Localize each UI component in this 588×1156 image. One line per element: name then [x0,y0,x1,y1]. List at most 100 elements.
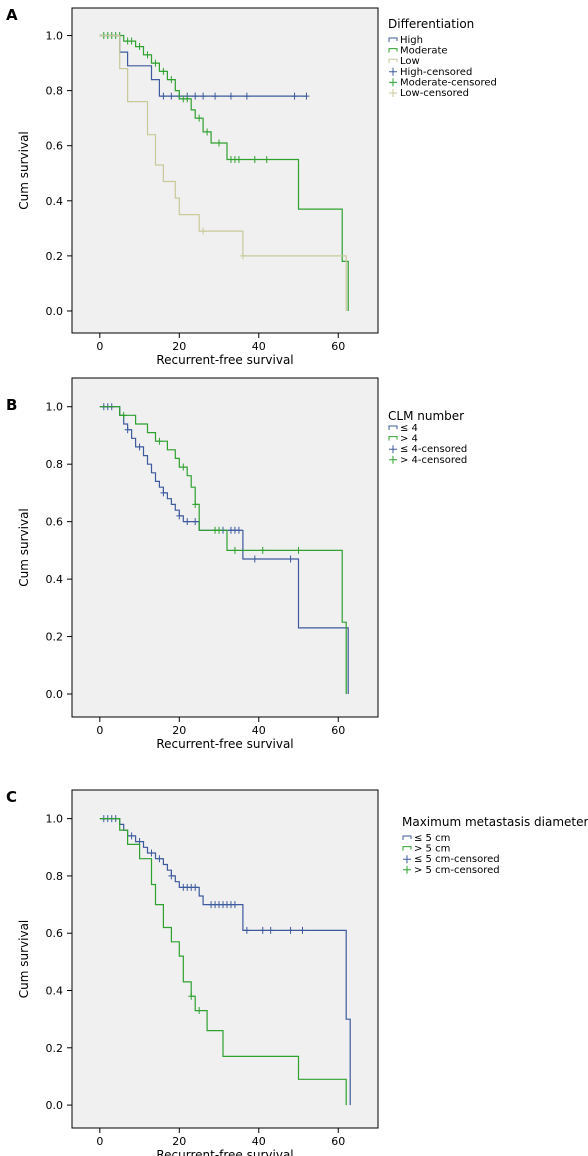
y-tick-label: 0.6 [46,140,64,153]
panel-label: C [6,788,17,806]
x-axis-title: Recurrent-free survival [156,737,293,751]
censor-mark [136,43,143,51]
censor-mark [231,546,238,554]
censor-mark [243,92,250,100]
series-line-1 [99,818,347,1106]
legend-censor-icon [389,78,397,87]
plot-area [71,377,379,718]
censor-mark [295,546,302,554]
legend-line-icon [388,48,398,53]
y-tick-label: 0.0 [46,688,64,701]
censor-mark [227,92,234,100]
x-tick-label: 0 [96,1135,103,1148]
x-tick-label: 0 [96,724,103,737]
censor-mark [180,463,187,471]
y-tick-label: 0.4 [46,573,64,586]
censor-mark [168,76,175,84]
panel-label: A [6,6,18,24]
censor-mark [212,92,219,100]
x-tick-label: 60 [331,724,345,737]
censor-mark [144,51,151,59]
censor-mark [160,92,167,100]
plot-area [71,7,379,334]
censor-mark [267,926,274,934]
censor-mark [168,92,175,100]
censor-mark [263,155,270,163]
y-tick-label: 0.4 [46,195,64,208]
censor-mark [152,59,159,67]
censor-mark [243,926,250,934]
censor-mark [168,872,175,880]
panel-b: B 0.0 0.2 0.4 0.6 0.8 1.0 0 20 40 60 Recurrent-free… [6,377,467,751]
legend-censor-icon [389,89,397,97]
x-tick-label: 60 [331,1135,345,1148]
series-line-1 [99,34,349,311]
legend-line-icon [388,37,398,42]
legend-entry-label: > 4 [400,434,418,445]
legend-entry-label: > 5 cm-censored [414,865,500,876]
legend-entry-label: > 5 cm [414,844,450,855]
censor-mark [160,67,167,75]
y-tick-label: 0.2 [46,631,64,644]
censor-mark [188,992,195,1000]
censor-mark [239,252,246,260]
x-tick-label: 40 [252,724,266,737]
censor-mark [291,92,298,100]
censor-mark [160,489,167,497]
legend-line-icon [402,835,412,840]
legend-title: Differentiation [388,17,474,31]
x-tick-label: 20 [172,724,186,737]
censor-mark [128,37,135,45]
censor-mark [216,139,223,147]
y-axis-title: Cum survival [17,131,31,210]
y-tick-label: 0.8 [46,85,64,98]
censor-mark [259,546,266,554]
y-tick-label: 0.2 [46,250,64,263]
series-line-2 [99,34,347,311]
legend-censor-icon [389,455,397,464]
panel-c: C 0.0 0.2 0.4 0.6 0.8 1.0 0 20 40 60 Recurrent-free… [6,788,588,1156]
censor-mark [192,92,199,100]
legend-censor-icon [403,865,411,874]
censor-mark [124,426,131,434]
censor-mark [299,926,306,934]
censor-mark [156,855,163,863]
censor-mark [128,832,135,840]
censor-mark [259,926,266,934]
censor-mark [184,95,191,103]
panel-a: A 0.0 0.2 0.4 0.6 0.8 1.0 0 20 40 60 Recurrent-free… [6,6,497,367]
censor-mark [196,114,203,122]
legend-entry-label: Low [400,56,420,67]
y-tick-label: 0.0 [46,1099,64,1112]
legend-entry-label: Moderate [400,46,448,57]
censor-mark [148,849,155,857]
y-tick-label: 1.0 [46,813,64,826]
y-tick-label: 1.0 [46,401,64,414]
legend-line-icon [388,436,398,441]
legend-entry-label: High-censored [400,67,472,78]
censor-mark [156,437,163,445]
legend-censor-icon [403,855,411,864]
x-tick-label: 40 [252,1135,266,1148]
legend-entry-label: ≤ 4-censored [400,444,467,455]
legend-entry-label: ≤ 5 cm [414,833,450,844]
legend-line-icon [388,425,398,430]
legend-entry-label: > 4-censored [400,455,467,466]
y-tick-label: 0.0 [46,305,64,318]
censor-mark [200,227,207,235]
censor-mark [251,155,258,163]
censor-mark [204,128,211,136]
x-axis-title: Recurrent-free survival [156,1148,293,1156]
censor-mark [287,555,294,563]
x-tick-label: 20 [172,340,186,353]
legend-title: Maximum metastasis diameter [402,815,588,829]
y-tick-label: 0.8 [46,458,64,471]
censor-mark [196,1007,203,1015]
censor-mark [120,411,127,419]
censor-mark [136,443,143,451]
y-tick-label: 0.8 [46,870,64,883]
censor-mark [235,526,242,534]
censor-mark [192,518,199,526]
censor-mark [200,92,207,100]
y-axis-title: Cum survival [17,920,31,999]
